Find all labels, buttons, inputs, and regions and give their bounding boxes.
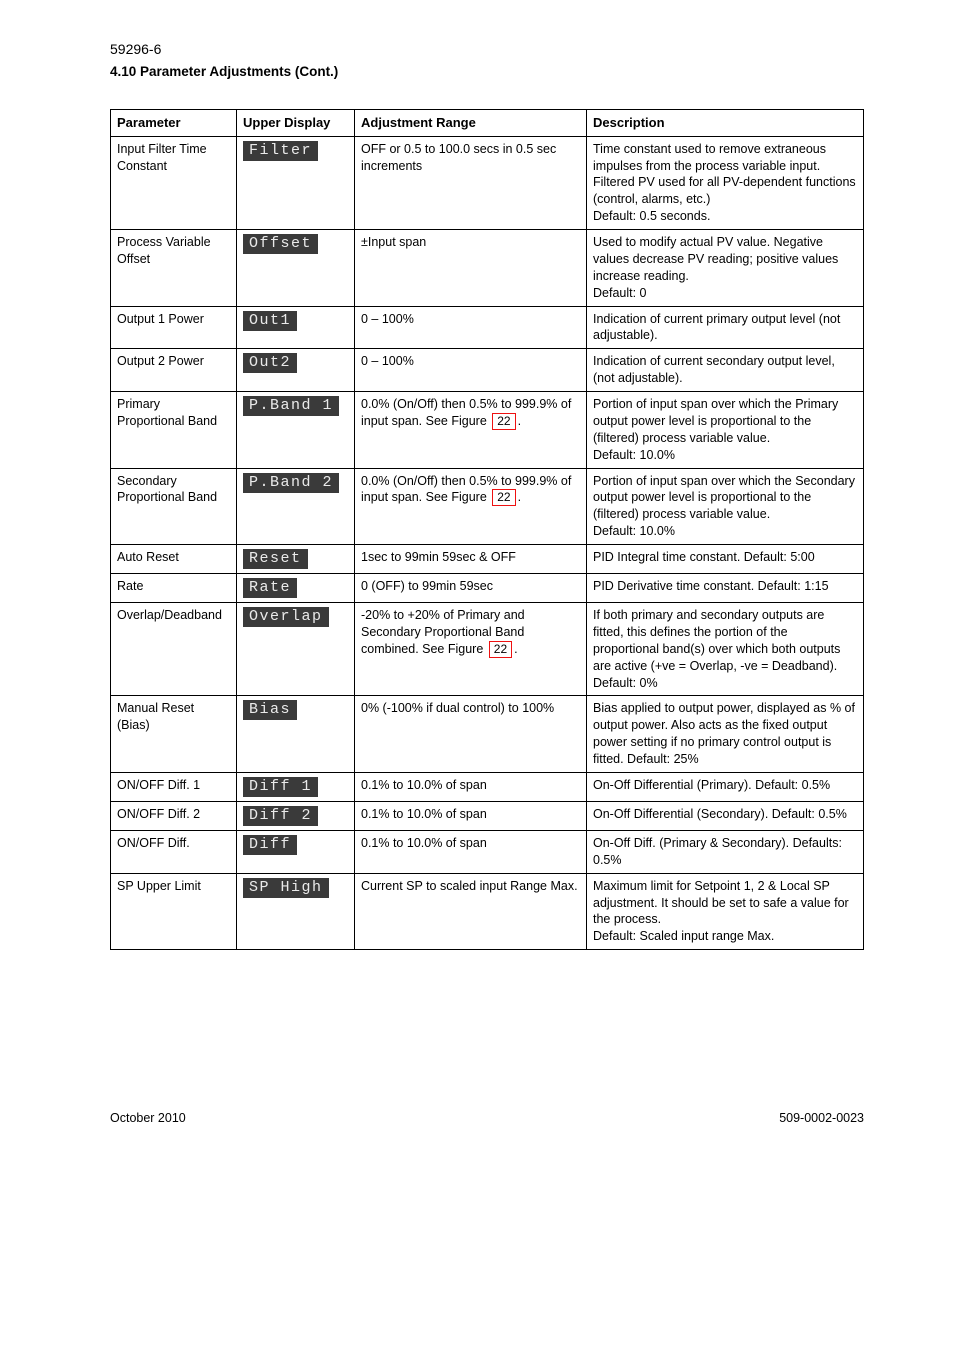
param-name: Auto Reset [111,545,237,574]
figure-ref: 22 [492,413,515,430]
footer-docnum: 509-0002-0023 [779,1110,864,1127]
param-range: 0.1% to 10.0% of span [355,801,587,830]
doc-number: 59296-6 [110,40,864,59]
param-display: Overlap [237,603,355,696]
lcd-label: Reset [243,549,308,569]
table-row: ON/OFF Diff. Diff 0.1% to 10.0% of spanOn-… [111,830,864,873]
footer-date: October 2010 [110,1110,186,1127]
parameter-table: Parameter Upper Display Adjustment Range… [110,109,864,950]
param-name: Secondary Proportional Band [111,468,237,545]
table-row: ON/OFF Diff. 2 Diff 2 0.1% to 10.0% of spa… [111,801,864,830]
param-range: 1sec to 99min 59sec & OFF [355,545,587,574]
param-desc: Portion of input span over which the Pri… [587,392,864,469]
param-display: Reset [237,545,355,574]
param-name: SP Upper Limit [111,873,237,950]
param-range: Current SP to scaled input Range Max. [355,873,587,950]
param-display: Diff [237,830,355,873]
table-row: Process Variable Offset Offset ±Input span… [111,230,864,307]
param-range: 0.1% to 10.0% of span [355,830,587,873]
param-display: Bias [237,696,355,773]
param-desc: On-Off Diff. (Primary & Secondary). Defa… [587,830,864,873]
table-row: Output 1 Power Out1 0 – 100%Indication of … [111,306,864,349]
param-range: -20% to +20% of Primary and Secondary Pr… [355,603,587,696]
param-desc: On-Off Differential (Secondary). Default… [587,801,864,830]
lcd-label: SP High [243,878,329,898]
lcd-label: Offset [243,234,318,254]
col-range: Adjustment Range [355,110,587,137]
col-description: Description [587,110,864,137]
lcd-label: P.Band 1 [243,396,339,416]
lcd-label: Out2 [243,353,297,373]
param-range: ±Input span [355,230,587,307]
lcd-label: Bias [243,700,297,720]
param-range: 0.0% (On/Off) then 0.5% to 999.9% of inp… [355,468,587,545]
param-desc: PID Derivative time constant. Default: 1… [587,574,864,603]
lcd-label: Diff [243,835,297,855]
param-desc: Indication of current primary output lev… [587,306,864,349]
param-desc: If both primary and secondary outputs ar… [587,603,864,696]
col-parameter: Parameter [111,110,237,137]
param-range: 0% (-100% if dual control) to 100% [355,696,587,773]
lcd-label: P.Band 2 [243,473,339,493]
param-name: ON/OFF Diff. 2 [111,801,237,830]
param-name: Output 2 Power [111,349,237,392]
param-name: Input Filter Time Constant [111,136,237,229]
table-row: Secondary Proportional Band P.Band 2 0.0% … [111,468,864,545]
param-display: Offset [237,230,355,307]
table-row: Manual Reset (Bias) Bias 0% (-100% if dual… [111,696,864,773]
param-display: P.Band 2 [237,468,355,545]
param-name: Process Variable Offset [111,230,237,307]
param-range: 0 – 100% [355,349,587,392]
table-row: Primary Proportional Band P.Band 1 0.0% (O… [111,392,864,469]
lcd-label: Overlap [243,607,329,627]
col-upper-display: Upper Display [237,110,355,137]
param-desc: Bias applied to output power, displayed … [587,696,864,773]
param-desc: Portion of input span over which the Sec… [587,468,864,545]
table-row: Rate Rate 0 (OFF) to 99min 59secPID Deriva… [111,574,864,603]
param-desc: Maximum limit for Setpoint 1, 2 & Local … [587,873,864,950]
param-name: ON/OFF Diff. 1 [111,772,237,801]
param-display: Out2 [237,349,355,392]
param-display: Rate [237,574,355,603]
param-desc: Time constant used to remove extraneous … [587,136,864,229]
param-desc: On-Off Differential (Primary). Default: … [587,772,864,801]
figure-ref: 22 [492,489,515,506]
param-display: P.Band 1 [237,392,355,469]
param-display: Diff 2 [237,801,355,830]
param-range: 0 (OFF) to 99min 59sec [355,574,587,603]
param-name: Manual Reset (Bias) [111,696,237,773]
param-name: Primary Proportional Band [111,392,237,469]
figure-ref: 22 [489,641,512,658]
param-name: Output 1 Power [111,306,237,349]
param-display: Out1 [237,306,355,349]
lcd-label: Diff 2 [243,806,318,826]
param-display: Diff 1 [237,772,355,801]
lcd-label: Rate [243,578,297,598]
table-row: Overlap/Deadband Overlap -20% to +20% of P… [111,603,864,696]
table-row: Auto Reset Reset 1sec to 99min 59sec & OFF… [111,545,864,574]
param-range: 0.0% (On/Off) then 0.5% to 999.9% of inp… [355,392,587,469]
table-row: ON/OFF Diff. 1 Diff 1 0.1% to 10.0% of spa… [111,772,864,801]
table-row: Output 2 Power Out2 0 – 100%Indication of … [111,349,864,392]
param-name: ON/OFF Diff. [111,830,237,873]
lcd-label: Diff 1 [243,777,318,797]
param-display: SP High [237,873,355,950]
section-heading: 4.10 Parameter Adjustments (Cont.) [110,63,864,81]
param-name: Rate [111,574,237,603]
param-display: Filter [237,136,355,229]
param-range: 0.1% to 10.0% of span [355,772,587,801]
lcd-label: Out1 [243,311,297,331]
table-row: Input Filter Time Constant Filter OFF or 0… [111,136,864,229]
param-name: Overlap/Deadband [111,603,237,696]
param-desc: PID Integral time constant. Default: 5:0… [587,545,864,574]
param-desc: Used to modify actual PV value. Negative… [587,230,864,307]
param-desc: Indication of current secondary output l… [587,349,864,392]
table-row: SP Upper Limit SP High Current SP to scale… [111,873,864,950]
param-range: 0 – 100% [355,306,587,349]
param-range: OFF or 0.5 to 100.0 secs in 0.5 sec incr… [355,136,587,229]
lcd-label: Filter [243,141,318,161]
